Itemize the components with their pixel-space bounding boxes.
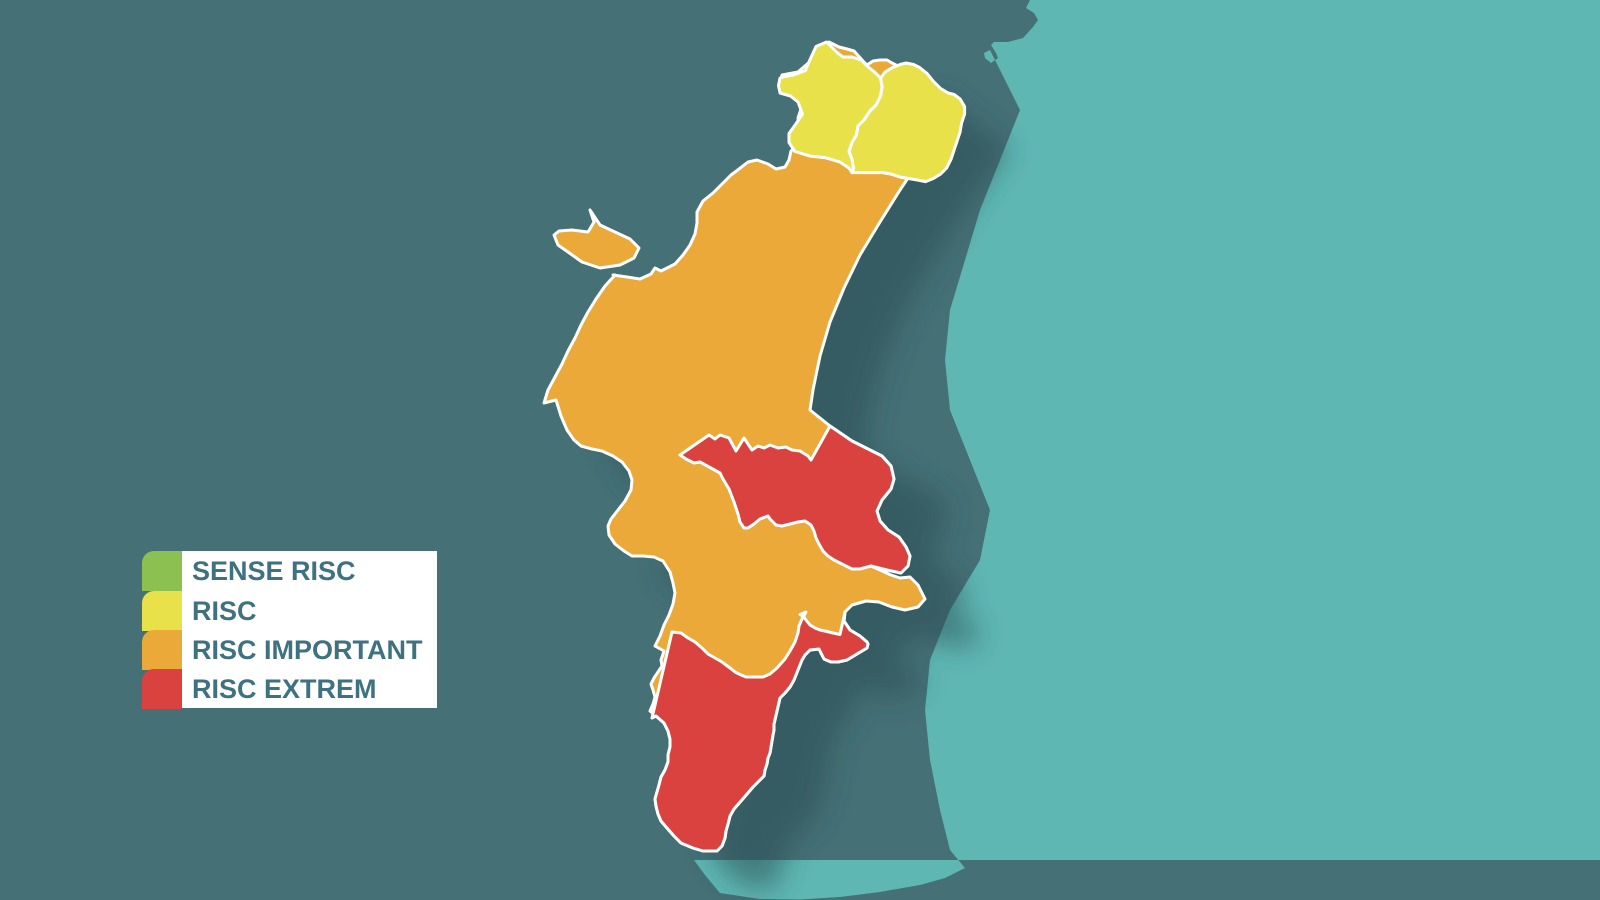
svg-text:RISC IMPORTANT: RISC IMPORTANT xyxy=(192,635,423,665)
svg-text:RISC: RISC xyxy=(192,596,257,626)
svg-text:RISC EXTREM: RISC EXTREM xyxy=(192,674,377,704)
svg-text:SENSE RISC: SENSE RISC xyxy=(192,556,356,586)
